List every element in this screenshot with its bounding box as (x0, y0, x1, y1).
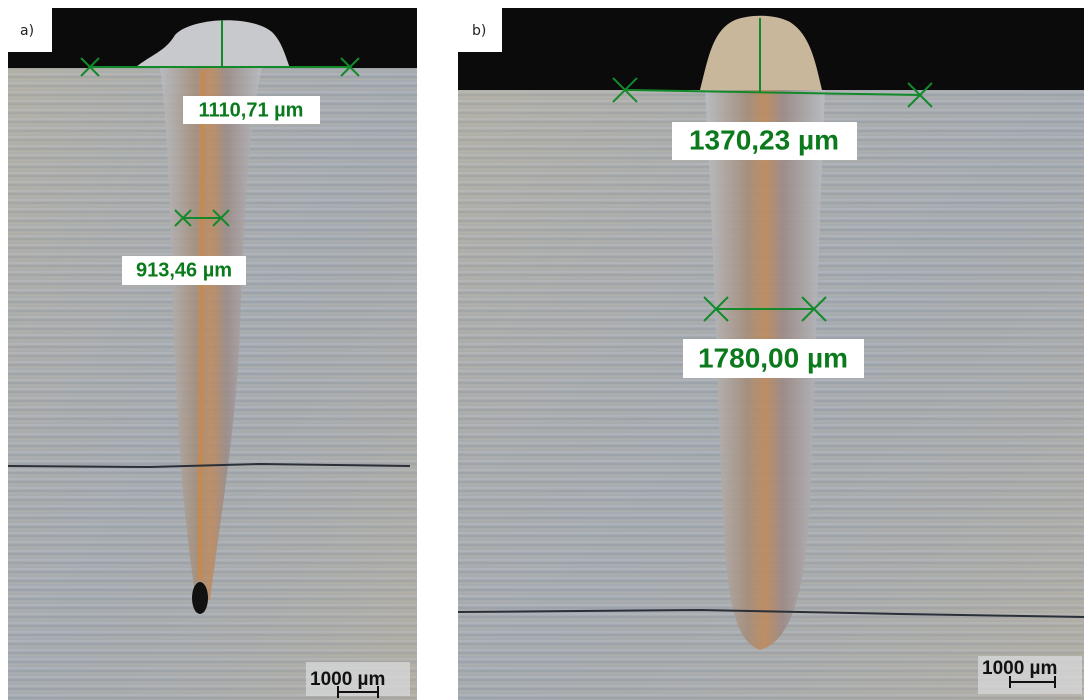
panel-label: b) (472, 23, 486, 39)
measurement: 1780,00 µm (698, 342, 848, 373)
measurement: 913,46 µm (136, 259, 232, 281)
scale-label: 1000 µm (982, 658, 1057, 679)
figure: a) 1110,71 µm 913,46 µm 1000 µm b) 1370,… (0, 0, 1084, 700)
centerline (200, 70, 203, 580)
scale-label: 1000 µm (310, 669, 385, 690)
measurement: 1370,23 µm (689, 124, 839, 155)
pore (192, 582, 208, 614)
measurement: 1110,71 µm (199, 99, 304, 121)
panel-a: a) 1110,71 µm 913,46 µm 1000 µm (8, 8, 417, 700)
panel-label: a) (20, 23, 34, 39)
panel-b: b) 1370,23 µm 1780,00 µm 1000 µm (458, 8, 1084, 700)
